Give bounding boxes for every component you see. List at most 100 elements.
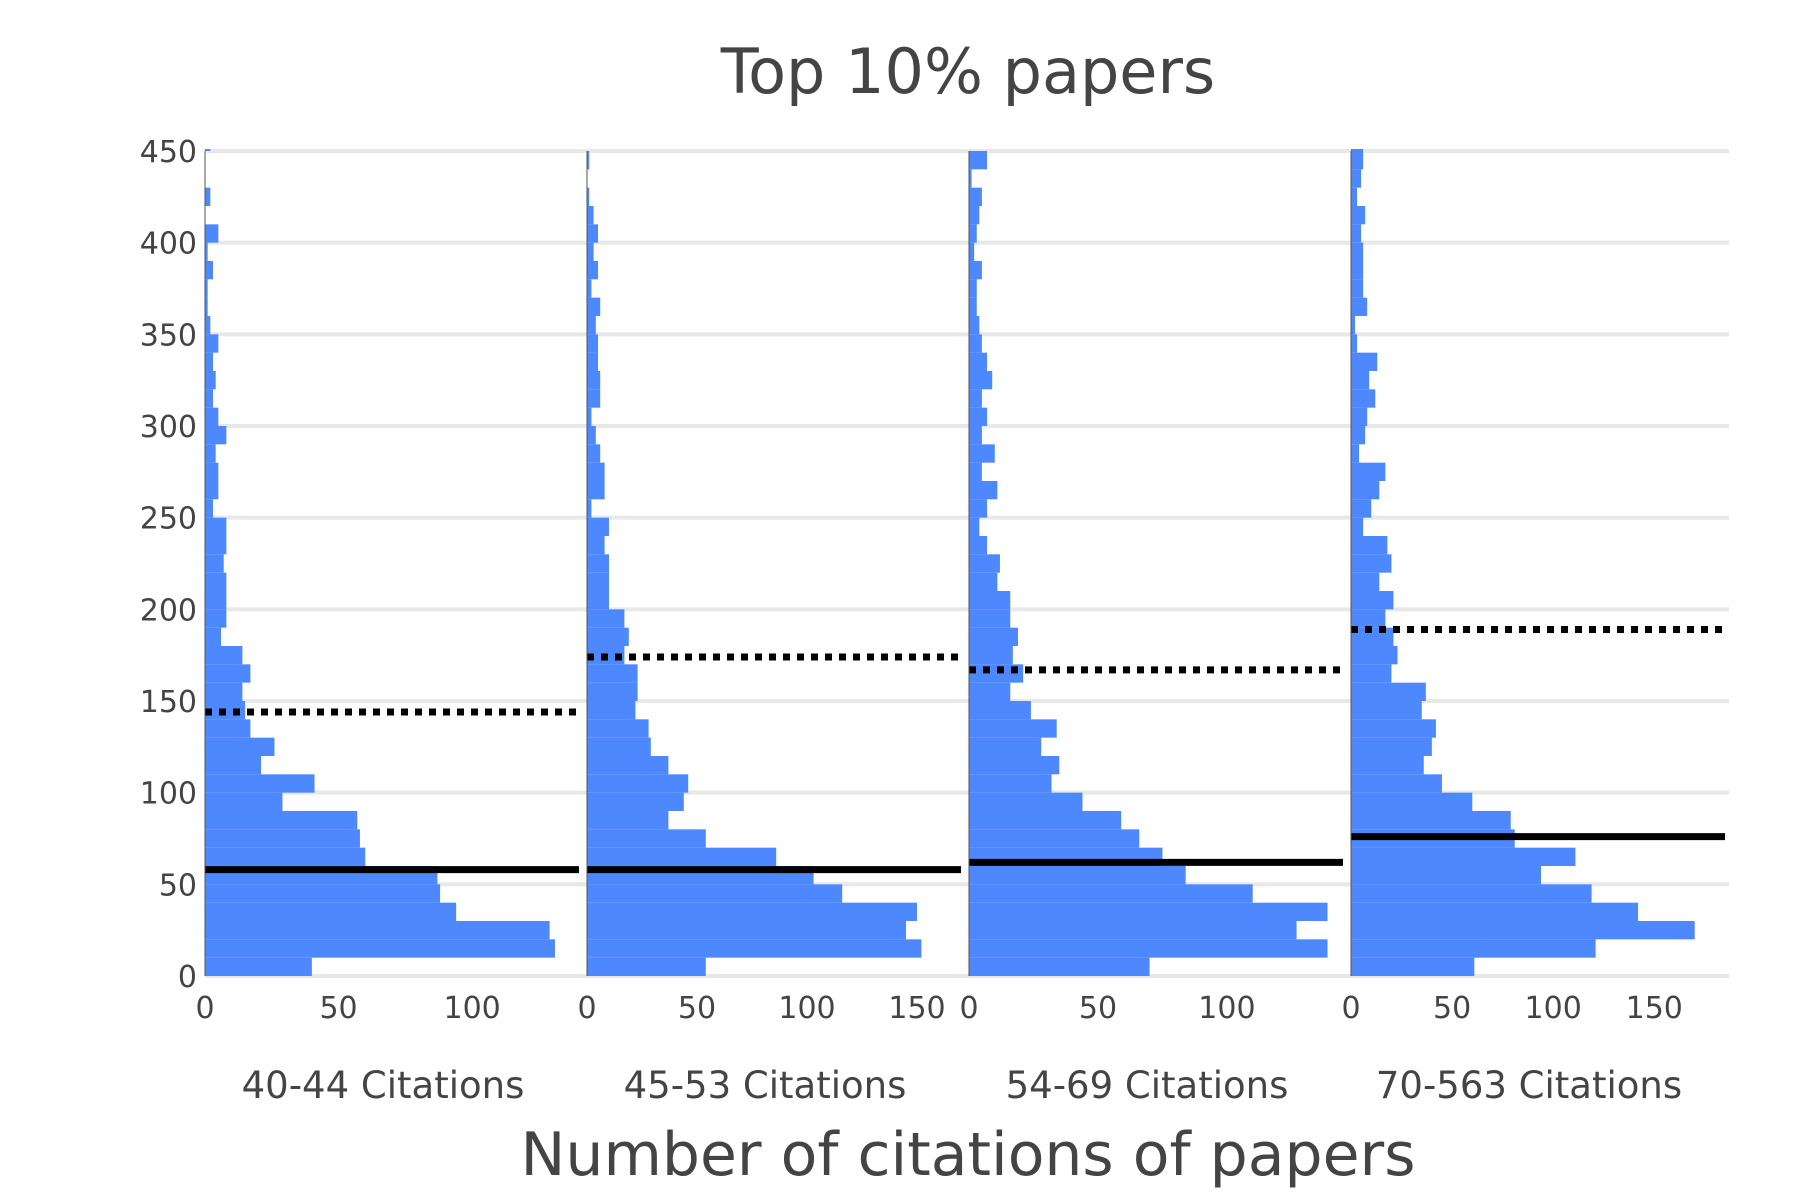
panel-3-bar-100 [969,774,1052,793]
panel-2-bar-70 [587,829,706,848]
panel-1-x-tick-label-50: 50 [319,991,357,1026]
panel-3-x-tick-label-0: 0 [959,991,978,1026]
panel-1-bar-290 [205,426,227,445]
panel-4-bar-90 [1351,792,1473,811]
panel-1-bar-40 [205,884,441,903]
panel-1-bar-380 [205,261,214,280]
y-tick-label-300: 300 [140,410,197,445]
panel-4-bar-240 [1351,517,1364,536]
panel-3-bar-30 [969,902,1328,921]
panel-4-bar-120 [1351,737,1432,756]
panel-2-bar-200 [587,591,609,610]
panel-1-bar-450 [205,149,211,151]
panel-1-bar-70 [205,829,360,848]
panel-2-bar-160 [587,664,638,683]
panel-1-bar-300 [205,407,219,426]
panel-4-bar-200 [1351,591,1394,610]
panel-4-label: 70-563 Citations [1376,1064,1682,1107]
panel-1-bar-0 [205,957,312,976]
panel-3-bar-360 [969,297,977,316]
panel-1-bar-320 [205,371,216,390]
panel-4-bar-10 [1351,939,1596,958]
panel-1-bar-20 [205,921,550,940]
panel-1-bar-240 [205,517,227,536]
panel-3-bar-390 [969,242,975,261]
panel-1-bar-360 [205,297,208,316]
panel-1-bar-190 [205,609,227,628]
panel-1-bar-130 [205,719,251,738]
panel-1-bar-160 [205,664,251,683]
y-tick-label-50: 50 [159,868,197,903]
panel-1-bar-30 [205,902,457,921]
panel-2-x-tick-label-150: 150 [888,991,945,1026]
panel-1-bar-420 [205,187,211,206]
panel-1-bar-80 [205,811,358,830]
panel-3-bar-0 [969,957,1150,976]
panel-1-bar-110 [205,756,262,775]
panel-4-bar-60 [1351,847,1576,866]
panel-1-bar-180 [205,627,222,646]
panel-1-bar-100 [205,774,315,793]
panel-4-bar-230 [1351,536,1388,555]
panel-1-bar-90 [205,792,283,811]
panel-1-bar-370 [205,279,208,298]
panel-2-bar-260 [587,481,605,500]
panel-3-bar-420 [969,187,982,206]
panel-3-bar-320 [969,371,993,390]
panel-3-x-tick-label-50: 50 [1079,991,1117,1026]
panel-4-bar-160 [1351,664,1392,683]
panel-4-bar-170 [1351,646,1398,665]
panel-4-x-tick-label-100: 100 [1525,991,1582,1026]
panel-3-bar-130 [969,719,1057,738]
panel-3-bar-120 [969,737,1042,756]
panel-3-bar-310 [969,389,982,408]
panel-4-bar-340 [1351,334,1358,353]
panel-1-bar-170 [205,646,243,665]
panel-1-bar-390 [205,242,208,261]
panel-4-bar-110 [1351,756,1424,775]
axes: 0 50 100 150 200 250 300 350 400 450 0 50 100 40-44 C… [140,135,1683,1107]
panel-2-bar-400 [587,224,598,243]
panel-3-bar-350 [969,316,980,335]
panel-3-bar-410 [969,206,980,225]
y-tick-label-200: 200 [140,593,197,628]
y-tick-label-100: 100 [140,777,197,812]
panel-1-bar-350 [205,316,211,335]
panel-3-bar-280 [969,444,995,463]
panel-2-bar-30 [587,902,917,921]
panel-4-x-tick-label-50: 50 [1433,991,1471,1026]
panel-2-bar-300 [587,407,592,426]
panel-3-bar-140 [969,701,1031,720]
panel-3-bar-70 [969,829,1140,848]
panel-2-bar-420 [587,187,590,206]
panel-2-label: 45-53 Citations [624,1064,907,1107]
panel-2-x-tick-label-0: 0 [577,991,596,1026]
panel-1-bar-340 [205,334,219,353]
panel-3-bar-110 [969,756,1060,775]
panel-3-bar-440 [969,151,988,170]
panel-2-bar-130 [587,719,649,738]
panel-4-bar-300 [1351,407,1368,426]
panel-2-bar-10 [587,939,922,958]
panel-2-bar-240 [587,517,609,536]
panel-2-bar-150 [587,682,638,701]
panel-3-bar-260 [969,481,998,500]
panel-3-bar-400 [969,224,977,243]
panel-4-bar-130 [1351,719,1436,738]
panel-4-bar-270 [1351,462,1386,481]
panel-4-bar-320 [1351,371,1370,390]
panel-1-bar-400 [205,224,219,243]
y-tick-label-250: 250 [140,502,197,537]
panel-2-bar-360 [587,297,601,316]
panel-2-bar-120 [587,737,651,756]
panel-4-bar-360 [1351,297,1368,316]
panel-3-bar-220 [969,554,1000,573]
panel-2-bar-330 [587,352,598,371]
panel-2-bar-90 [587,792,684,811]
panel-1-x-tick-label-100: 100 [444,991,501,1026]
panel-3-bar-290 [969,426,982,445]
panel-4-bar-400 [1351,224,1362,243]
panel-3-bar-170 [969,646,1013,665]
x-axis-title: Number of citations of papers [521,1120,1416,1190]
